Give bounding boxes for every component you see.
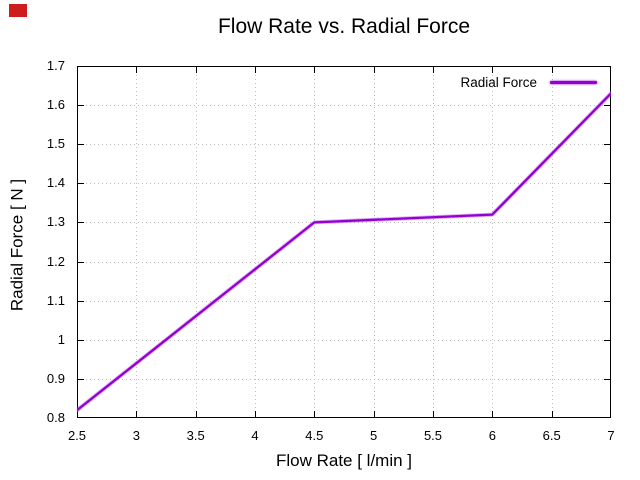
plot-area [77,66,611,418]
legend-line-sample [550,81,597,84]
y-tick-label: 1.6 [46,97,65,113]
x-tick-label: 3 [132,428,140,443]
y-tick-label: 0.8 [46,410,65,425]
y-tick-label: 1.4 [46,175,65,191]
x-tick-label: 7 [607,428,615,443]
x-axis-label: Flow Rate [ l/min ] [275,451,413,470]
x-tick-label: 6 [488,428,496,443]
x-tick-label: 4.5 [305,428,324,443]
x-tick-label: 6.5 [542,428,561,443]
y-axis-label: Radial Force [ N ] [7,178,27,312]
red-square-marker [9,4,27,17]
x-tick-label: 5 [370,428,378,443]
x-tick-label: 3.5 [186,428,205,443]
x-tick-label: 5.5 [423,428,443,443]
y-tick-label: 1.1 [46,292,65,308]
y-tick-label: 1.2 [46,253,65,269]
chart-title: Flow Rate vs. Radial Force [217,15,471,38]
y-tick-label: 1 [57,331,65,347]
series-line-halo [77,91,611,413]
x-tick-label: 2.5 [67,428,87,443]
legend: Radial Force [460,74,597,91]
legend-label: Radial Force [460,75,537,90]
y-tick-label: 0.9 [46,370,65,386]
y-tick-label: 1.7 [46,58,65,73]
y-tick-label: 1.5 [46,136,65,152]
y-tick-label: 1.3 [46,214,65,230]
plot-frame [77,66,611,418]
series-line-radial-force [77,92,611,412]
x-tick-label: 4 [251,428,259,443]
